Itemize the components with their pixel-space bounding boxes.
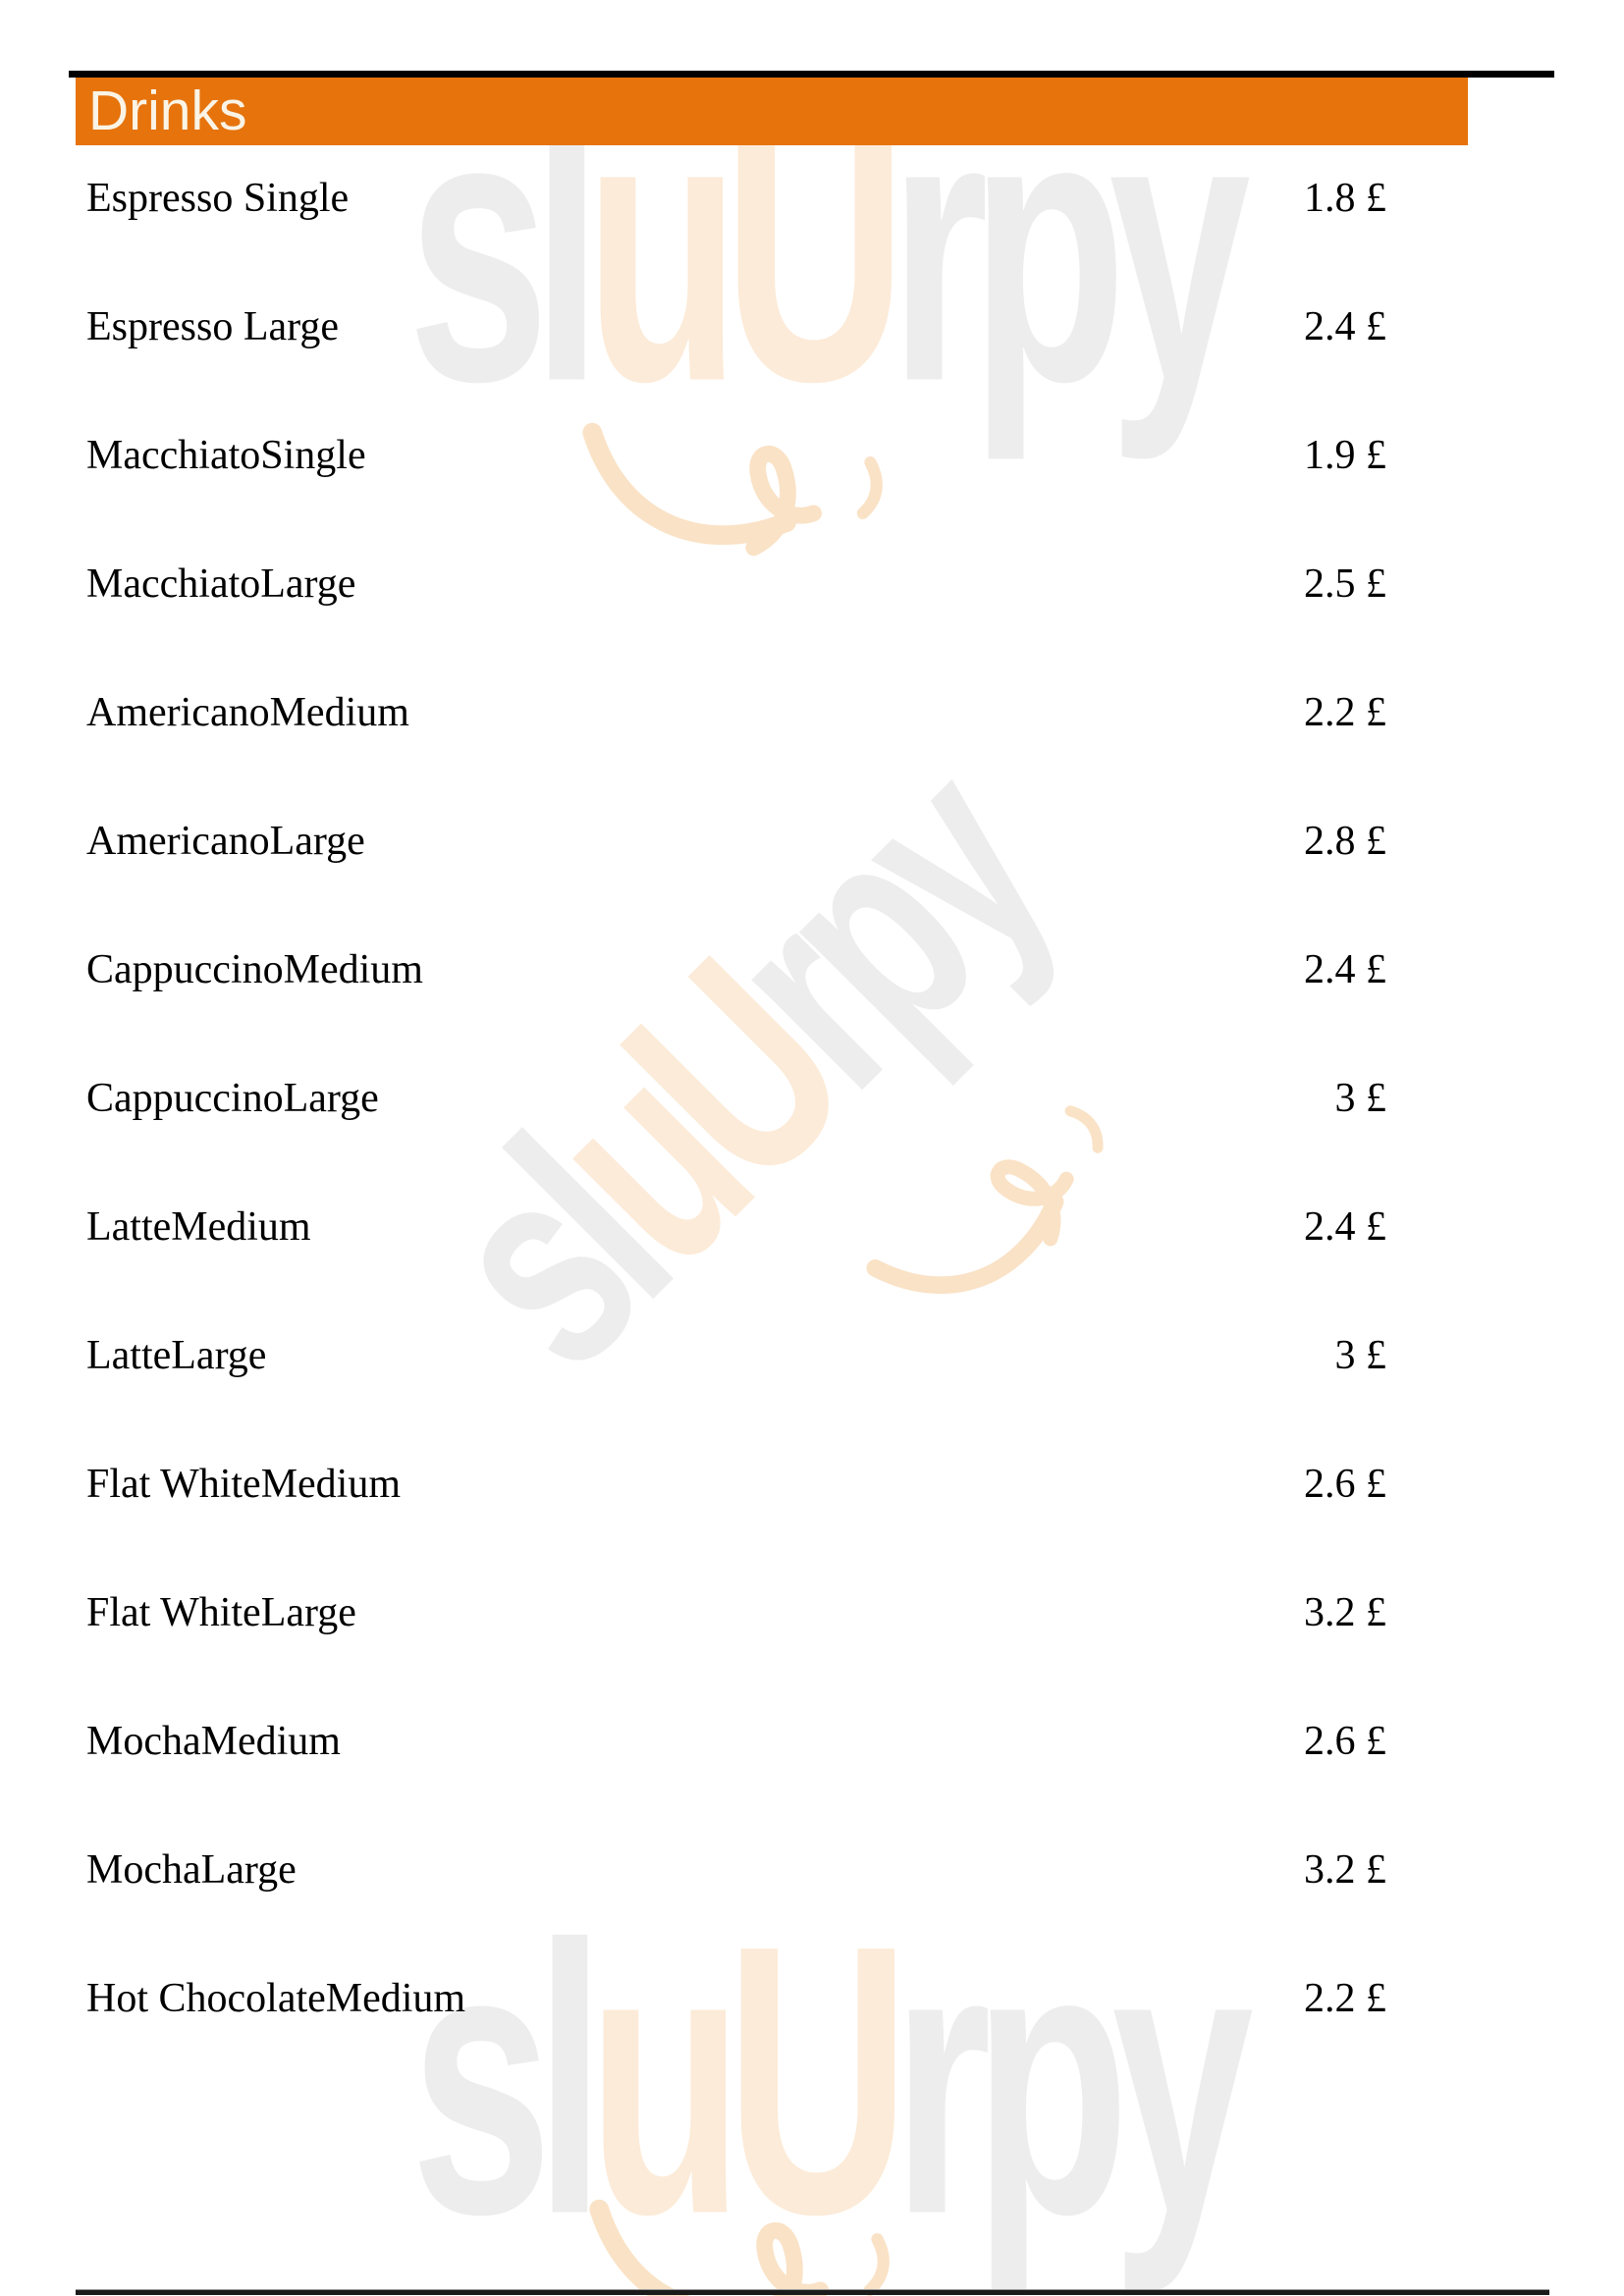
menu-item-row: AmericanoMedium 2.2 £: [86, 689, 1386, 736]
menu-item-name: MacchiatoSingle: [86, 433, 366, 478]
section-title: Drinks: [88, 80, 247, 142]
menu-item-name: Hot ChocolateMedium: [86, 1976, 466, 2021]
top-rule: [69, 71, 1554, 78]
menu-item-row: Espresso Single 1.8 £: [86, 175, 1386, 222]
menu-item-row: Flat WhiteMedium 2.6 £: [86, 1461, 1386, 1508]
menu-item-name: MochaLarge: [86, 1847, 297, 1893]
menu-item-name: CappuccinoLarge: [86, 1076, 379, 1121]
menu-item-name: AmericanoLarge: [86, 819, 365, 864]
menu-item-row: CappuccinoMedium 2.4 £: [86, 946, 1386, 993]
menu-item-price: 2.6 £: [1304, 1719, 1386, 1764]
menu-item-price: 1.9 £: [1304, 433, 1386, 478]
menu-item-price: 3 £: [1334, 1333, 1387, 1378]
menu-item-row: CappuccinoLarge 3 £: [86, 1075, 1386, 1122]
menu-item-price: 2.4 £: [1304, 947, 1386, 992]
menu-item-row: MochaMedium 2.6 £: [86, 1718, 1386, 1765]
menu-item-name: Flat WhiteMedium: [86, 1462, 402, 1507]
menu-item-name: Espresso Single: [86, 176, 350, 221]
menu-item-price: 2.2 £: [1304, 1976, 1386, 2021]
menu-item-name: CappuccinoMedium: [86, 947, 423, 992]
menu-item-price: 2.5 £: [1304, 561, 1386, 607]
menu-item-row: Hot ChocolateMedium 2.2 £: [86, 1975, 1386, 2022]
menu-item-row: LatteMedium 2.4 £: [86, 1203, 1386, 1251]
menu-item-price: 2.4 £: [1304, 304, 1386, 349]
menu-item-row: MacchiatoLarge 2.5 £: [86, 561, 1386, 608]
menu-item-name: AmericanoMedium: [86, 690, 409, 735]
menu-item-price: 1.8 £: [1304, 176, 1386, 221]
menu-item-name: Espresso Large: [86, 304, 339, 349]
bottom-rule: [76, 2289, 1549, 2295]
menu-item-price: 3.2 £: [1304, 1847, 1386, 1893]
menu-item-row: Espresso Large 2.4 £: [86, 303, 1386, 350]
menu-item-row: AmericanoLarge 2.8 £: [86, 818, 1386, 865]
menu-item-name: LatteMedium: [86, 1204, 311, 1250]
menu-item-row: MochaLarge 3.2 £: [86, 1846, 1386, 1894]
menu-item-name: Flat WhiteLarge: [86, 1590, 356, 1635]
menu-item-price: 3 £: [1334, 1076, 1387, 1121]
menu-item-price: 2.4 £: [1304, 1204, 1386, 1250]
menu-item-name: MochaMedium: [86, 1719, 341, 1764]
menu-item-price: 2.6 £: [1304, 1462, 1386, 1507]
menu-item-price: 3.2 £: [1304, 1590, 1386, 1635]
menu-item-name: LatteLarge: [86, 1333, 267, 1378]
section-header: Drinks: [76, 78, 1468, 145]
menu-item-price: 2.8 £: [1304, 819, 1386, 864]
menu-item-row: MacchiatoSingle 1.9 £: [86, 432, 1386, 479]
menu-item-row: Flat WhiteLarge 3.2 £: [86, 1589, 1386, 1636]
menu-item-row: LatteLarge 3 £: [86, 1332, 1386, 1379]
menu-item-price: 2.2 £: [1304, 690, 1386, 735]
menu-item-name: MacchiatoLarge: [86, 561, 356, 607]
